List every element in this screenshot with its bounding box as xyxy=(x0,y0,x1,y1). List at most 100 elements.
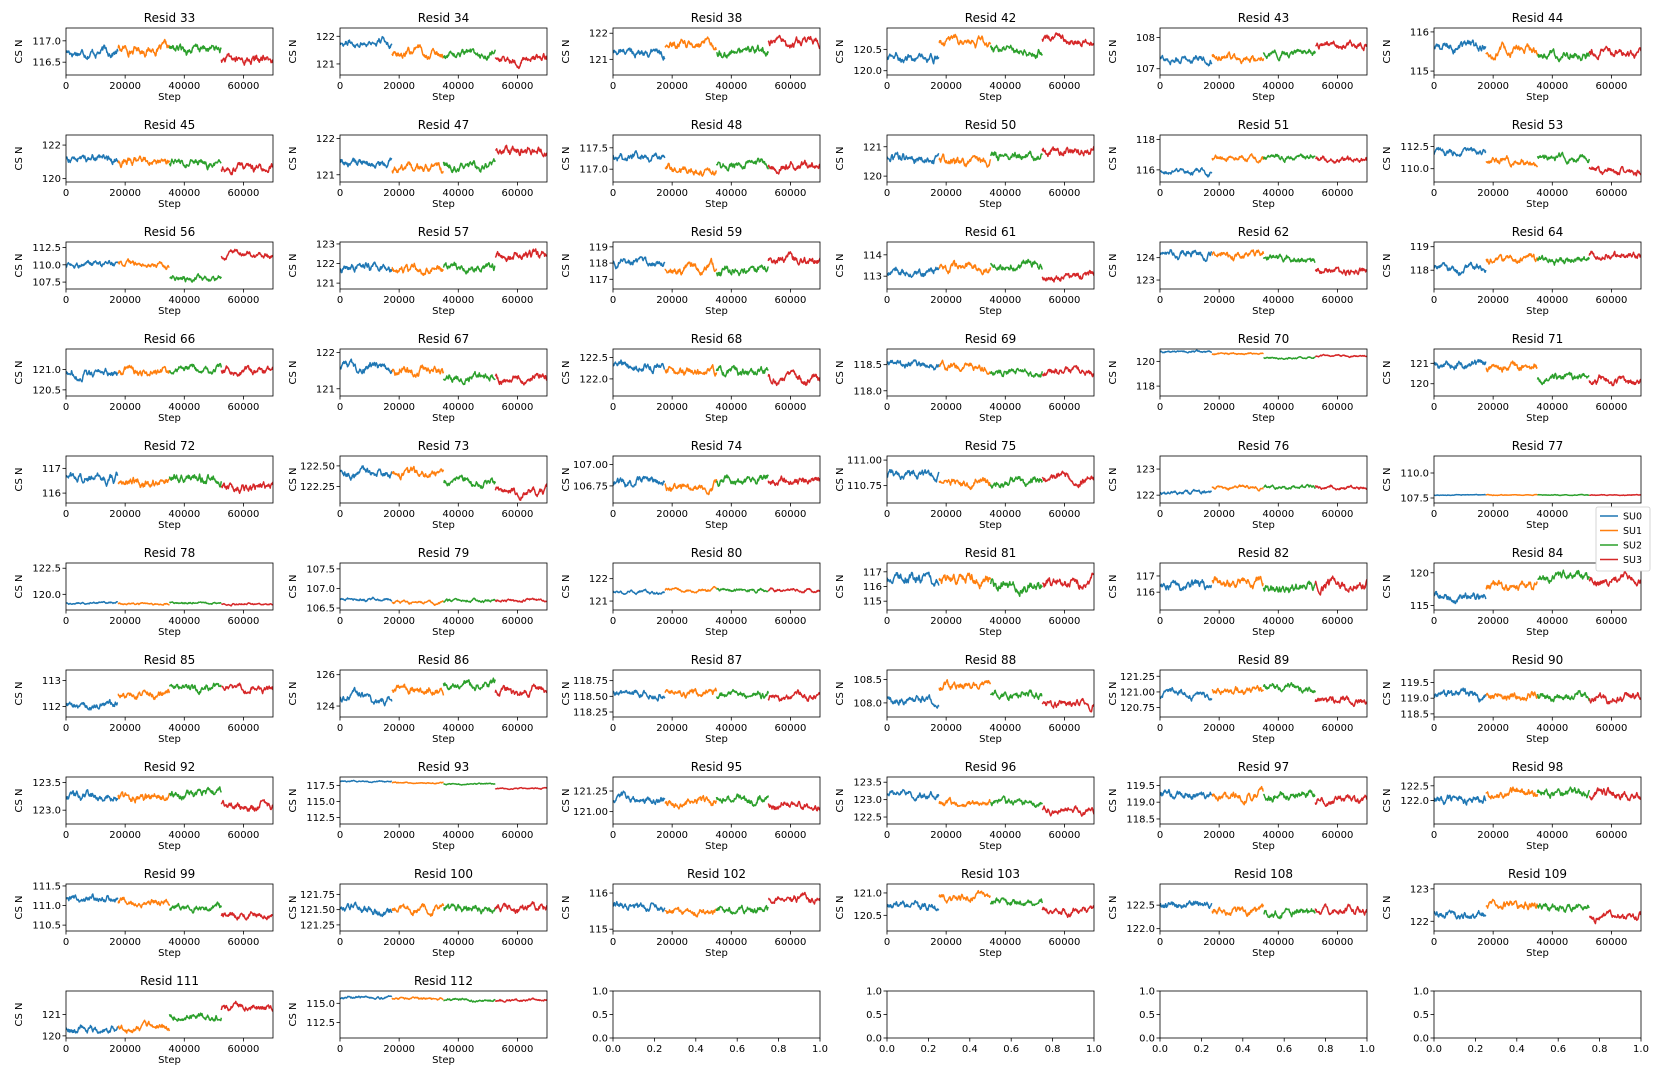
series-line-su0 xyxy=(66,367,119,383)
x-axis-label: Step xyxy=(1526,841,1549,852)
y-axis-label: CS N xyxy=(14,40,25,64)
series-lines xyxy=(613,790,820,812)
subplot-resid-76: Resid 76 0 20000 40000 60000 122 123 Step CS N xyxy=(1108,439,1368,531)
y-tick-label: 0.0 xyxy=(1413,1034,1429,1045)
series-line-su3 xyxy=(1041,145,1094,158)
x-tick-label: 20000 xyxy=(1203,188,1235,199)
subplot-resid-92: Resid 92 0 20000 40000 60000 123.0 123.5 Step CS… xyxy=(14,760,274,852)
series-line-su2 xyxy=(715,688,770,700)
subplot-resid-89: Resid 89 0 20000 40000 60000 120.75 121.00 121.… xyxy=(1108,653,1368,745)
x-tick-label: 60000 xyxy=(502,1044,534,1055)
series-line-su3 xyxy=(494,786,547,791)
y-tick-label: 107.5 xyxy=(306,564,335,575)
subplot-title: Resid 45 xyxy=(144,118,195,132)
series-line-su2 xyxy=(168,1012,223,1022)
x-tick-label: 60000 xyxy=(775,723,807,734)
y-axis-label: CS N xyxy=(561,361,572,385)
series-line-su0 xyxy=(613,47,666,61)
x-tick-label: 60000 xyxy=(228,188,260,199)
series-lines xyxy=(1160,900,1367,920)
subplot-title: Resid 73 xyxy=(418,439,469,453)
y-tick-label: 118 xyxy=(589,259,608,270)
y-tick-label: 112.5 xyxy=(32,243,61,254)
x-tick-label: 60000 xyxy=(1049,402,1081,413)
series-line-su3 xyxy=(1314,266,1367,277)
series-lines xyxy=(66,893,273,921)
x-tick-label: 20000 xyxy=(383,402,415,413)
subplot-title: Resid 89 xyxy=(1238,653,1289,667)
x-tick-label: 20000 xyxy=(1477,616,1509,627)
x-tick-label: 60000 xyxy=(502,509,534,520)
series-line-su0 xyxy=(613,588,666,596)
y-tick-label: 0.0 xyxy=(1139,1034,1155,1045)
series-line-su3 xyxy=(494,483,547,501)
y-tick-label: 0.5 xyxy=(1139,1010,1155,1021)
y-tick-label: 122.5 xyxy=(1126,901,1155,912)
series-lines xyxy=(613,687,820,702)
y-axis-label: CS N xyxy=(835,468,846,492)
y-axis-label: CS N xyxy=(1382,682,1393,706)
y-tick-label: 111.5 xyxy=(32,881,61,892)
subplot-title: Resid 77 xyxy=(1512,439,1563,453)
y-axis-label: CS N xyxy=(1108,254,1119,278)
x-tick-label: 0 xyxy=(63,295,69,306)
x-axis-label: Step xyxy=(1252,734,1275,745)
y-tick-label: 121.25 xyxy=(573,787,608,798)
subplot-title: Resid 59 xyxy=(691,225,742,239)
x-tick-label: 0.8 xyxy=(1592,1044,1608,1055)
y-tick-label: 122 xyxy=(589,574,608,585)
series-line-su3 xyxy=(1041,470,1094,489)
subplot-resid-68: Resid 68 0 20000 40000 60000 122.0 122.5 Step CS… xyxy=(561,332,821,424)
subplot-title: Resid 47 xyxy=(418,118,469,132)
x-tick-label: 0.4 xyxy=(1509,1044,1525,1055)
series-line-su3 xyxy=(494,52,547,70)
series-line-su0 xyxy=(1160,54,1213,67)
y-tick-label: 116 xyxy=(863,582,882,593)
y-axis-label: CS N xyxy=(1108,789,1119,813)
x-axis-label: Step xyxy=(979,520,1002,531)
axes-frame xyxy=(612,776,821,825)
series-line-su3 xyxy=(220,248,273,261)
y-tick-label: 108.5 xyxy=(853,675,882,686)
x-tick-label: 40000 xyxy=(1536,295,1568,306)
series-lines xyxy=(887,889,1094,919)
y-tick-label: 112.5 xyxy=(306,813,335,824)
axes-frame xyxy=(339,348,548,397)
subplot-resid-108: Resid 108 0 20000 40000 60000 122.0 122.5 Step C… xyxy=(1108,867,1368,959)
subplot-title: Resid 86 xyxy=(418,653,469,667)
subplot-title: Resid 93 xyxy=(418,760,469,774)
y-tick-label: 1.0 xyxy=(866,987,882,998)
y-axis-label: CS N xyxy=(288,468,299,492)
series-line-su1 xyxy=(1211,249,1265,262)
x-tick-label: 0 xyxy=(884,937,890,948)
y-tick-label: 120.5 xyxy=(853,911,882,922)
x-tick-label: 0 xyxy=(63,723,69,734)
y-axis-label: CS N xyxy=(14,896,25,920)
axes-frame xyxy=(339,562,548,611)
subplot-title: Resid 66 xyxy=(144,332,195,346)
subplot-title: Resid 72 xyxy=(144,439,195,453)
y-tick-label: 115 xyxy=(589,925,608,936)
x-tick-label: 20000 xyxy=(1477,81,1509,92)
series-line-su3 xyxy=(1041,269,1094,283)
series-lines xyxy=(1160,249,1367,277)
y-tick-label: 112.5 xyxy=(306,1018,335,1029)
series-line-su1 xyxy=(938,259,992,276)
axes-frame xyxy=(1159,241,1368,290)
x-tick-label: 0 xyxy=(610,830,616,841)
y-axis-label: CS N xyxy=(288,896,299,920)
x-tick-label: 20000 xyxy=(1203,295,1235,306)
x-axis-label: Step xyxy=(158,413,181,424)
axes-frame xyxy=(339,27,548,76)
x-tick-label: 0 xyxy=(1157,830,1163,841)
series-line-su2 xyxy=(443,474,497,490)
y-axis-label: CS N xyxy=(835,254,846,278)
subplot-title: Resid 56 xyxy=(144,225,195,239)
y-tick-label: 122.5 xyxy=(579,353,608,364)
series-line-su3 xyxy=(1041,572,1094,590)
series-line-su1 xyxy=(664,906,717,918)
y-tick-label: 124 xyxy=(316,702,335,713)
series-line-su3 xyxy=(767,689,820,702)
y-tick-label: 123 xyxy=(1136,276,1155,287)
subplot-resid-72: Resid 72 0 20000 40000 60000 116 117 Step CS N xyxy=(14,439,274,531)
